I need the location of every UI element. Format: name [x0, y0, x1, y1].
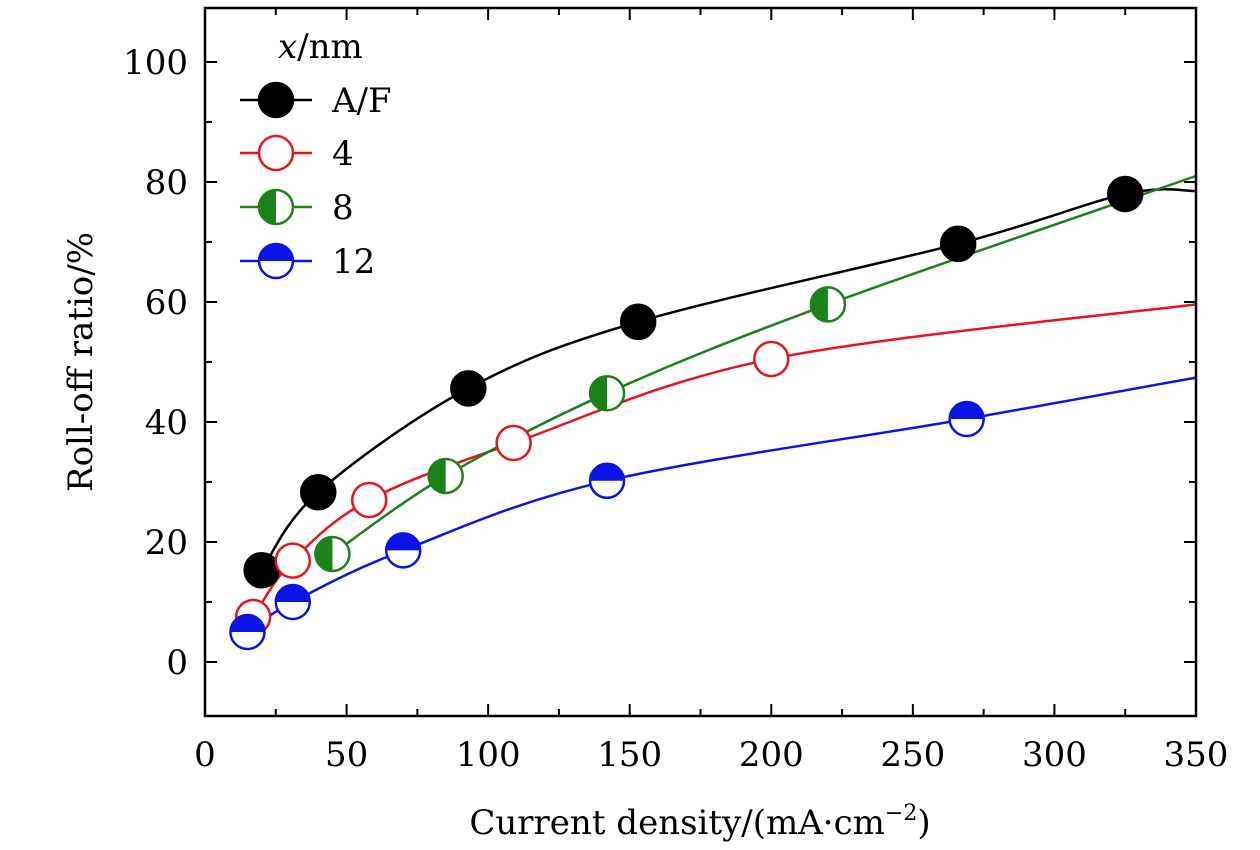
data-point-s2-p2-fill: [590, 376, 608, 411]
legend-marker-1-shape: [257, 134, 295, 172]
x-tick-label-0: 0: [194, 735, 216, 775]
x-axis-title: Current density/(mA·cm−2): [469, 801, 930, 843]
data-point-s3-p2-fill: [386, 533, 421, 551]
data-point-s3-p3-outline: [588, 462, 626, 500]
data-point-s2-p0: [314, 535, 351, 573]
y-tick-label-2: 40: [145, 403, 188, 443]
legend-marker-0: [257, 81, 295, 119]
legend-label-2: 8: [332, 188, 354, 228]
data-point-s3-p2-outline: [384, 532, 422, 569]
legend: x/nm A/F 4 8 12: [240, 27, 392, 282]
y-tick-label-5: 100: [123, 43, 188, 83]
legend-entry-0: A/F: [240, 81, 392, 121]
data-point-s2-p0-outline: [314, 535, 351, 573]
data-point-s2-p3: [809, 286, 847, 323]
x-tick-label-3: 150: [597, 735, 662, 775]
data-point-s1-p2-shape: [350, 481, 388, 519]
legend-marker-3-outline: [257, 242, 295, 280]
x-tick-label-1: 50: [325, 735, 368, 775]
data-point-s0-p3-shape: [619, 303, 657, 341]
series-line-1: [251, 303, 1198, 619]
y-tick-label-1: 20: [145, 523, 188, 563]
data-point-s3-p3-fill: [590, 463, 625, 481]
series-line-3: [246, 376, 1198, 634]
legend-marker-2-outline: [257, 188, 295, 226]
legend-marker-2-fill: [259, 190, 276, 224]
data-point-s3-p0-outline: [229, 613, 266, 651]
legend-entries: A/F 4 8 12: [240, 81, 392, 282]
y-tick-label-0: 0: [166, 643, 188, 683]
legend-entry-3: 12: [240, 242, 375, 282]
x-tick-label-6: 300: [1022, 735, 1087, 775]
data-point-s1-p1-shape: [274, 542, 312, 579]
data-points: [229, 175, 1144, 651]
data-point-s2-p1-fill: [428, 459, 446, 493]
data-point-s2-p2: [588, 374, 626, 412]
data-point-s0-p0-shape: [243, 551, 280, 589]
data-point-s3-p4: [948, 400, 985, 438]
data-point-s0-p2-shape: [450, 370, 487, 407]
data-point-s2-p1: [427, 457, 464, 495]
legend-marker-0-shape: [257, 81, 295, 119]
x-tick-label-7: 350: [1164, 735, 1229, 775]
legend-entry-2: 8: [240, 188, 354, 228]
y-axis-title: Roll-off ratio/%: [61, 232, 101, 492]
data-point-s3-p0-fill: [230, 615, 265, 632]
data-point-s1-p4: [753, 340, 790, 378]
legend-title: x/nm: [278, 27, 363, 67]
series-lines: [246, 174, 1198, 634]
legend-marker-2: [257, 188, 295, 226]
x-tick-label-2: 100: [456, 735, 521, 775]
data-point-s2-p1-outline: [427, 457, 464, 495]
data-point-s1-p3-shape: [495, 424, 532, 462]
legend-label-3: 12: [332, 242, 375, 282]
x-tick-label-4: 200: [739, 735, 804, 775]
data-point-s0-p5: [1106, 175, 1144, 213]
data-point-s1-p1: [274, 542, 312, 579]
data-point-s0-p0: [243, 551, 280, 589]
data-point-s0-p1-shape: [300, 473, 337, 511]
data-point-s0-p3: [619, 303, 657, 341]
data-point-s2-p3-fill: [810, 287, 828, 322]
y-tick-label-3: 60: [145, 283, 188, 323]
legend-marker-1: [257, 134, 295, 172]
data-point-s1-p4-shape: [753, 340, 790, 378]
data-point-s2-p3-outline: [809, 286, 847, 323]
legend-entry-1: 4: [240, 134, 354, 174]
legend-marker-3: [257, 242, 295, 280]
data-point-s0-p4-shape: [939, 225, 977, 263]
data-point-s3-p1: [274, 583, 312, 621]
x-tick-label-5: 250: [880, 735, 945, 775]
data-point-s0-p1: [300, 473, 337, 511]
data-point-s2-p2-outline: [588, 374, 626, 412]
legend-label-1: 4: [332, 134, 354, 174]
data-point-s3-p2: [384, 532, 422, 569]
data-point-s3-p4-outline: [948, 400, 985, 438]
data-point-s3-p3: [588, 462, 626, 500]
legend-label-0: A/F: [331, 81, 392, 121]
y-tick-label-4: 80: [145, 163, 188, 203]
data-point-s3-p1-fill: [275, 585, 310, 602]
data-point-s0-p5-shape: [1106, 175, 1144, 213]
data-point-s1-p3: [495, 424, 532, 462]
data-point-s1-p2: [350, 481, 388, 519]
data-point-s2-p0-fill: [315, 537, 333, 571]
data-point-s3-p4-fill: [949, 402, 984, 419]
series-line-0: [260, 188, 1198, 572]
legend-marker-3-fill: [259, 244, 293, 261]
data-point-s3-p1-outline: [274, 583, 312, 621]
data-point-s0-p2: [450, 370, 487, 407]
axis-ticks: [204, 8, 1197, 716]
data-point-s0-p4: [939, 225, 977, 263]
tick-labels: 0 50 100 150 200 250 300 350 0 20 40 60 80 100: [123, 43, 1228, 775]
data-point-s3-p0: [229, 613, 266, 651]
